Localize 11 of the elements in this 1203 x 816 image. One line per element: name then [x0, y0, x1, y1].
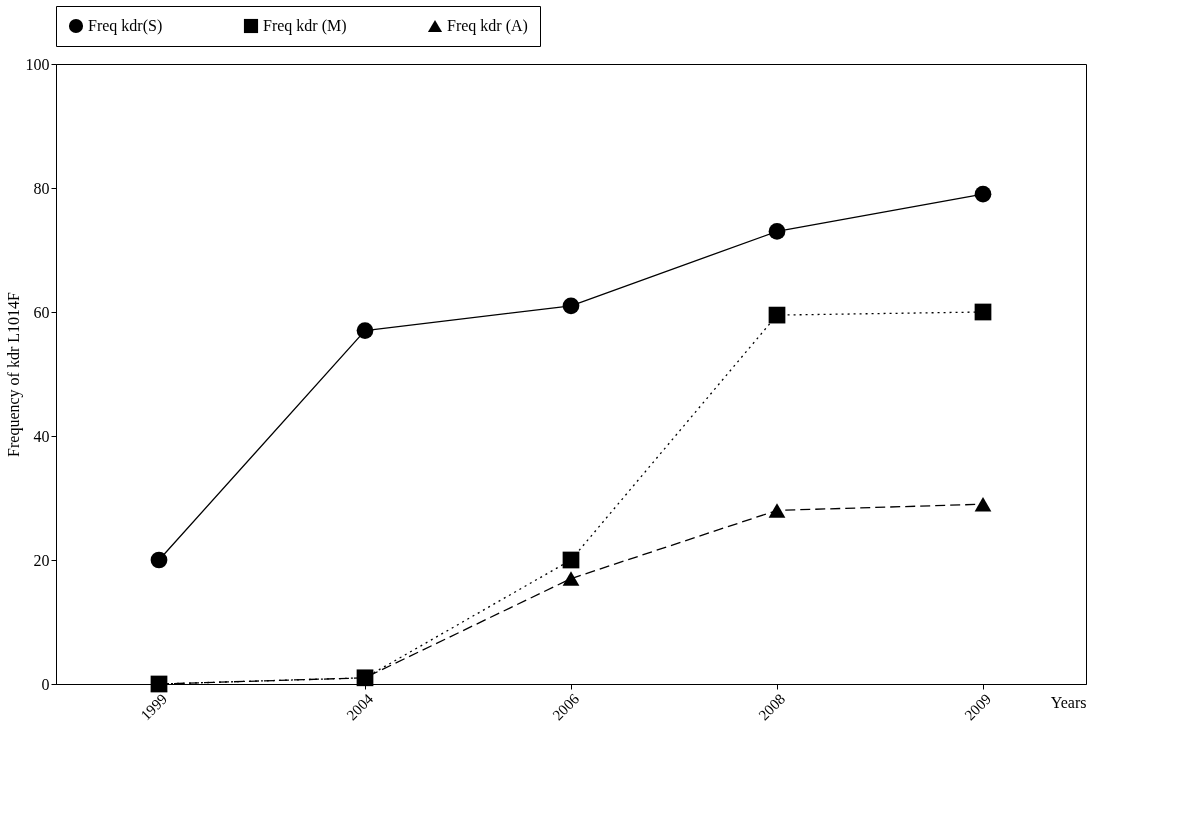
y-axis-title: Frequency of kdr L1014F — [4, 291, 23, 457]
y-tick-label: 20 — [33, 551, 50, 569]
legend-label: Freq kdr (A) — [447, 17, 528, 35]
x-axis-title: Years — [1050, 693, 1087, 711]
y-tick-label: 0 — [41, 675, 50, 693]
legend-label: Freq kdr(S) — [88, 17, 163, 35]
y-tick-label: 40 — [33, 427, 50, 445]
y-tick-label: 80 — [33, 179, 50, 197]
legend-label: Freq kdr (M) — [263, 17, 347, 35]
y-tick-label: 100 — [25, 55, 50, 73]
y-tick-label: 60 — [33, 303, 50, 321]
